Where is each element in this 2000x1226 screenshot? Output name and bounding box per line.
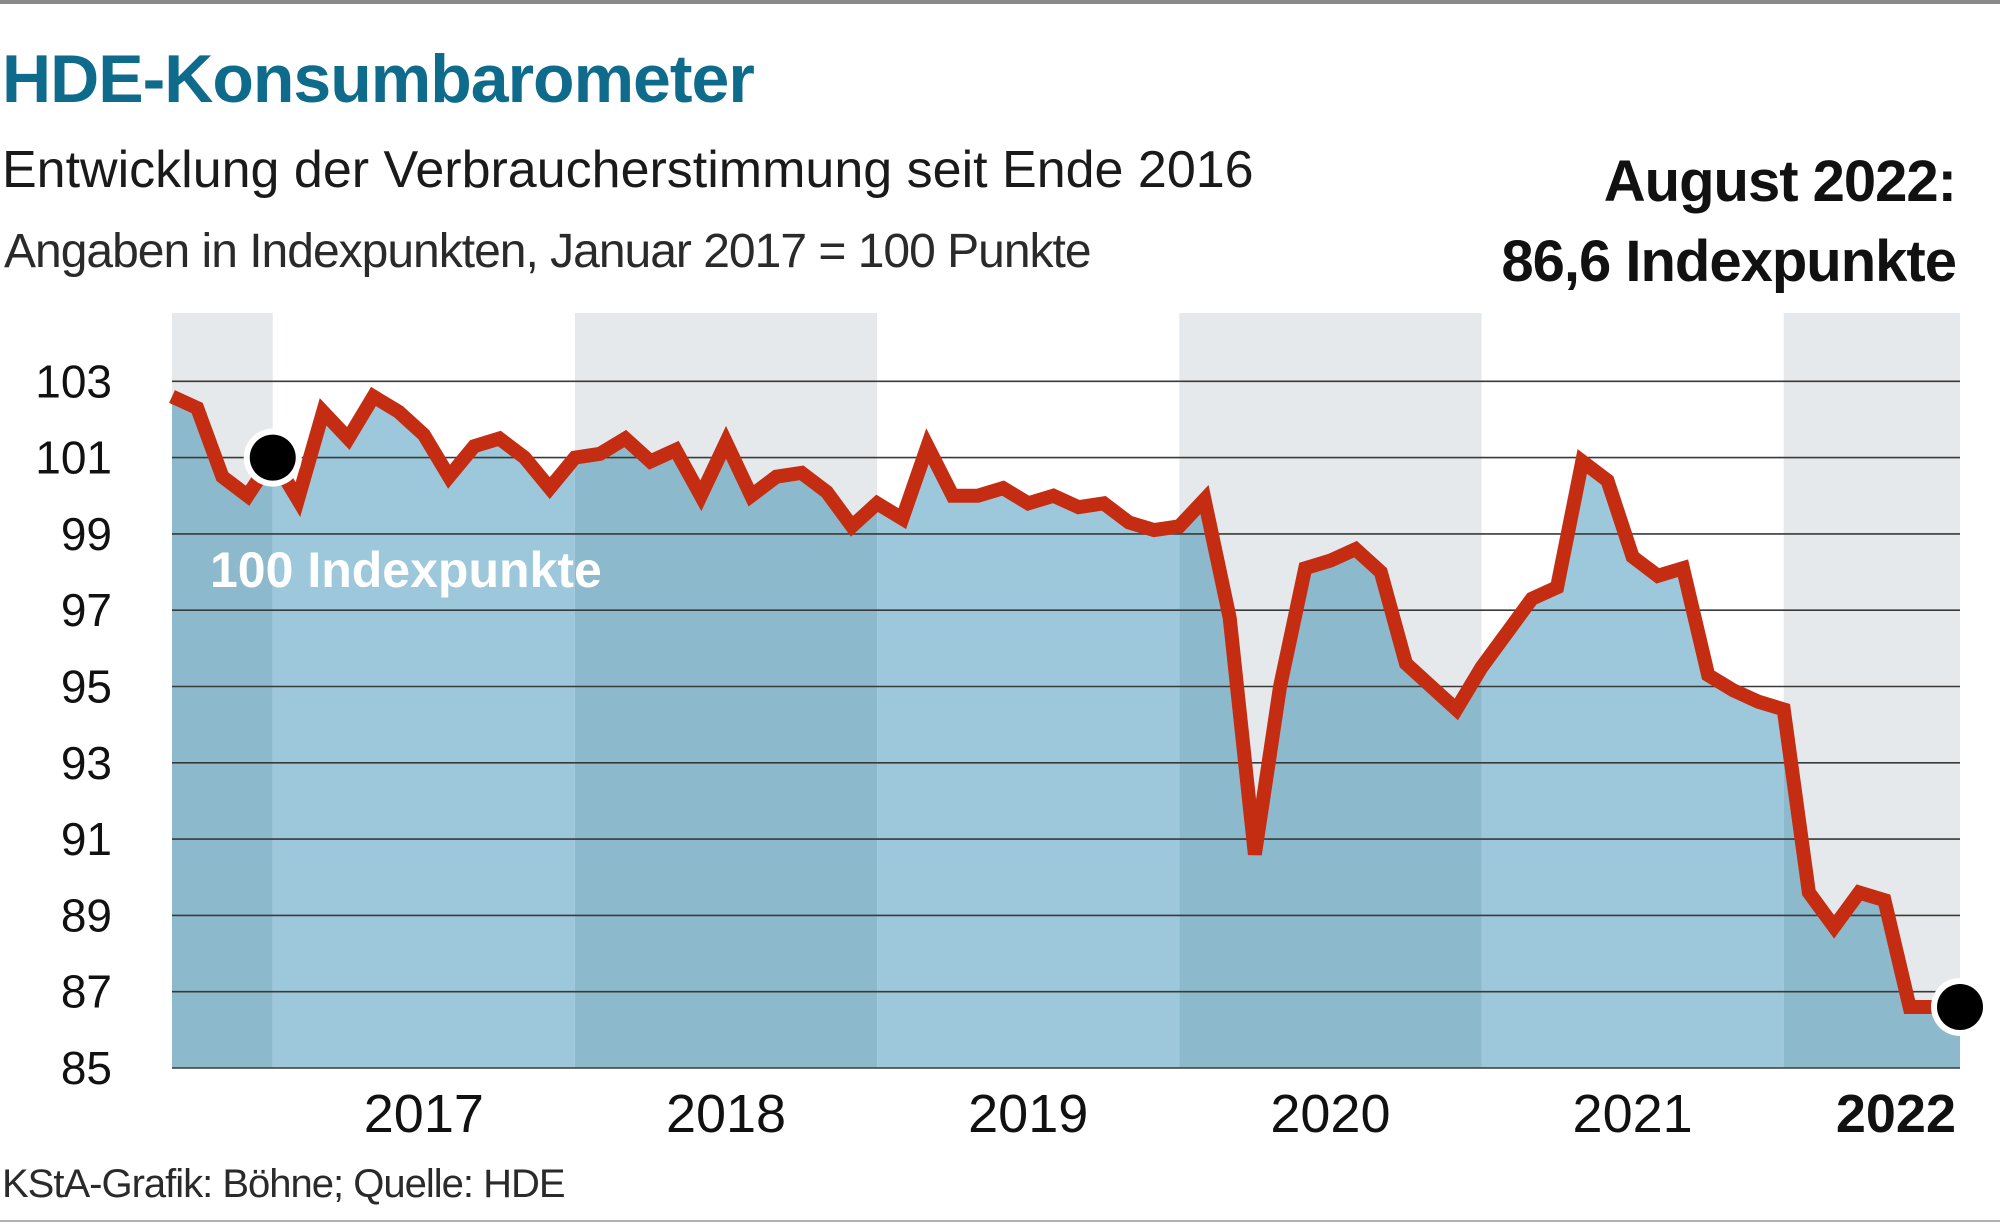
area-fill-2019	[877, 396, 1180, 1068]
x-tick-label-2019: 2019	[968, 1084, 1088, 1144]
latest-value-callout: August 2022: 86,6 Indexpunkte	[1501, 142, 1957, 302]
latest-value-date: August 2022:	[1603, 149, 1957, 214]
x-tick-label-2022: 2022	[1836, 1084, 1956, 1144]
y-tick-label-99: 99	[61, 508, 112, 560]
y-tick-label-87: 87	[61, 966, 112, 1018]
area-fill-2016	[172, 396, 273, 1068]
y-axis: 103 101 99 97 95 93 91 89 87 85	[35, 355, 112, 1094]
x-axis: 2017 2018 2019 2020 2021 2022	[364, 1084, 1956, 1144]
x-tick-label-2017: 2017	[364, 1084, 484, 1144]
x-tick-label-2020: 2020	[1270, 1084, 1390, 1144]
latest-value-amount: 86,6 Indexpunkte	[1501, 229, 1957, 294]
x-tick-label-2021: 2021	[1573, 1084, 1693, 1144]
area-fill-2021	[1481, 396, 1784, 1068]
source-note: KStA-Grafik: Böhne; Quelle: HDE	[2, 1162, 566, 1206]
y-tick-label-89: 89	[61, 889, 112, 941]
annotation-label: 100 Indexpunkte	[210, 542, 602, 598]
area-fill-2018	[574, 396, 878, 1068]
series-line	[169, 386, 1960, 1014]
bottom-rule	[0, 1220, 2000, 1222]
gridlines	[172, 380, 1960, 1069]
top-rule	[0, 0, 2000, 4]
area-layer	[172, 396, 1960, 1068]
marker-point-2017-01	[249, 434, 296, 481]
area-fill-2017	[272, 396, 575, 1068]
annotation-layer: 100 Indexpunkte	[210, 542, 602, 598]
y-tick-label-101: 101	[35, 432, 112, 484]
line-layer	[169, 386, 1960, 1014]
y-tick-label-85: 85	[61, 1042, 112, 1094]
chart-title: HDE-Konsumbarometer	[2, 41, 755, 117]
markers	[243, 428, 1989, 1036]
y-tick-label-103: 103	[35, 355, 112, 407]
y-tick-label-95: 95	[61, 661, 112, 713]
y-tick-label-93: 93	[61, 737, 112, 789]
marker-point-2022-08	[1937, 983, 1983, 1030]
unit-note: Angaben in Indexpunkten, Januar 2017 = 1…	[4, 225, 1092, 278]
y-tick-label-97: 97	[61, 584, 112, 636]
y-tick-label-91: 91	[61, 813, 112, 865]
chart-subtitle: Entwicklung der Verbraucherstimmung seit…	[2, 141, 1254, 199]
x-tick-label-2018: 2018	[666, 1084, 786, 1144]
